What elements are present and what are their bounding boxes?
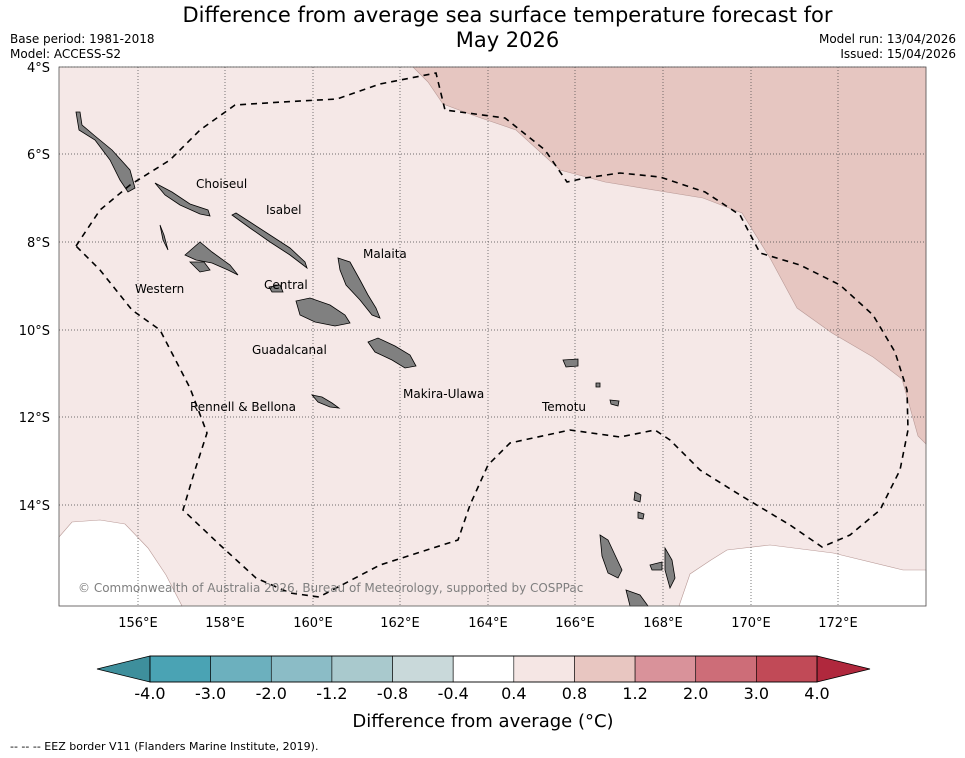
eez-border bbox=[74, 72, 909, 598]
island-vangunu bbox=[189, 261, 211, 273]
eez-footnote: -- -- -- EEZ border V11 (Flanders Marine… bbox=[10, 740, 319, 753]
lon-tick: 170°E bbox=[731, 616, 771, 631]
island-central bbox=[268, 284, 284, 293]
lon-tick: 158°E bbox=[205, 616, 245, 631]
colorbar-label: -3.0 bbox=[195, 684, 226, 703]
island-santa-cruz bbox=[562, 358, 579, 368]
map-title: Difference from average sea surface temp… bbox=[150, 3, 865, 53]
lon-tick: 166°E bbox=[555, 616, 595, 631]
colorbar-label: -2.0 bbox=[256, 684, 287, 703]
title-line-2: May 2026 bbox=[455, 28, 560, 52]
island-new-georgia bbox=[184, 241, 239, 276]
lat-tick: 12°S bbox=[19, 411, 50, 426]
title-line-1: Difference from average sea surface temp… bbox=[182, 3, 833, 27]
colorbar-segment bbox=[392, 655, 454, 683]
lon-tick: 168°E bbox=[643, 616, 683, 631]
colorbar-label: -4.0 bbox=[134, 684, 165, 703]
island-torres bbox=[633, 491, 642, 503]
place-western: Western bbox=[135, 282, 184, 296]
island-isabel bbox=[231, 212, 308, 270]
place-makira-ulawa: Makira-Ulawa bbox=[403, 387, 484, 401]
colorbar-segment bbox=[695, 655, 757, 683]
island-guadalcanal bbox=[295, 297, 351, 327]
lat-ticks: 4°S 6°S 8°S 10°S 12°S 14°S bbox=[19, 61, 50, 514]
lon-ticks: 156°E 158°E 160°E 162°E 164°E 166°E 168°… bbox=[118, 616, 858, 631]
lon-tick: 164°E bbox=[468, 616, 508, 631]
island-new-georgia-a bbox=[159, 224, 169, 251]
place-isabel: Isabel bbox=[266, 203, 301, 217]
place-malaita: Malaita bbox=[363, 247, 407, 261]
island-vanuatu-c bbox=[664, 546, 676, 590]
colorbar-segment bbox=[756, 655, 818, 683]
lat-tick: 4°S bbox=[27, 61, 50, 76]
lon-tick: 160°E bbox=[293, 616, 333, 631]
place-choiseul: Choiseul bbox=[196, 177, 247, 191]
colorbar-label: 2.0 bbox=[683, 684, 708, 703]
lat-tick: 14°S bbox=[19, 499, 50, 514]
island-vanuatu-a bbox=[599, 534, 623, 579]
colorbar-segment bbox=[331, 655, 393, 683]
model-name: Model: ACCESS-S2 bbox=[10, 47, 122, 61]
copyright-notice: © Commonwealth of Australia 2026, Bureau… bbox=[78, 581, 583, 595]
island-temotu-b bbox=[609, 399, 620, 407]
colorbar-frame bbox=[149, 655, 818, 683]
island-choiseul-west bbox=[75, 111, 136, 193]
colorbar-label: 0.8 bbox=[562, 684, 587, 703]
colorbar-low-extend bbox=[96, 655, 151, 683]
colorbar-title: Difference from average (°C) bbox=[352, 711, 613, 732]
colorbar-label: -0.8 bbox=[377, 684, 408, 703]
colorbar-label: 0.4 bbox=[501, 684, 526, 703]
map-frame bbox=[58, 66, 927, 607]
base-period: Base period: 1981-2018 bbox=[10, 32, 155, 46]
lon-tick: 172°E bbox=[818, 616, 858, 631]
colorbar-label: -0.4 bbox=[438, 684, 469, 703]
colorbar-segment bbox=[452, 655, 515, 683]
place-guadalcanal: Guadalcanal bbox=[252, 343, 327, 357]
lat-tick: 10°S bbox=[19, 324, 50, 339]
island-rennell bbox=[310, 394, 341, 409]
colorbar-high-extend bbox=[816, 655, 871, 683]
place-rennell-bellona: Rennell & Bellona bbox=[190, 400, 296, 414]
island-makira bbox=[367, 337, 417, 369]
issued-date: Issued: 15/04/2026 bbox=[840, 47, 956, 61]
lon-tick: 156°E bbox=[118, 616, 158, 631]
lon-tick: 162°E bbox=[380, 616, 420, 631]
anomaly-band-warm bbox=[412, 66, 927, 445]
colorbar-label: -1.2 bbox=[316, 684, 347, 703]
colorbar: -4.0 -3.0 -2.0 -1.2 -0.8 -0.4 0.4 0.8 1.2 2.0 3.0 4… bbox=[96, 655, 871, 732]
island-malaita bbox=[337, 257, 381, 319]
colorbar-segment bbox=[634, 655, 697, 683]
colorbar-label: 3.0 bbox=[744, 684, 769, 703]
meta-right: Model run: 13/04/2026 Issued: 15/04/2026 bbox=[819, 32, 956, 62]
islands bbox=[75, 111, 676, 607]
colorbar-segment bbox=[270, 655, 333, 683]
lat-tick: 6°S bbox=[27, 148, 50, 163]
colorbar-segment bbox=[574, 655, 636, 683]
colorbar-label: 4.0 bbox=[804, 684, 829, 703]
island-banks bbox=[637, 511, 645, 520]
lat-tick: 8°S bbox=[27, 236, 50, 251]
province-labels: Choiseul Isabel Malaita Western Central … bbox=[135, 177, 586, 414]
colorbar-segment bbox=[210, 655, 272, 683]
island-choiseul bbox=[154, 182, 211, 217]
model-run: Model run: 13/04/2026 bbox=[818, 32, 956, 46]
colorbar-label: 1.2 bbox=[622, 684, 647, 703]
colorbar-segment bbox=[513, 655, 575, 683]
island-temotu-a bbox=[595, 382, 601, 388]
land-mask-sw bbox=[58, 519, 183, 607]
meta-left: Base period: 1981-2018 Model: ACCESS-S2 bbox=[10, 32, 155, 62]
island-vanuatu-d bbox=[649, 561, 663, 571]
colorbar-segment bbox=[149, 655, 211, 683]
place-temotu: Temotu bbox=[541, 400, 586, 414]
place-central: Central bbox=[264, 278, 308, 292]
